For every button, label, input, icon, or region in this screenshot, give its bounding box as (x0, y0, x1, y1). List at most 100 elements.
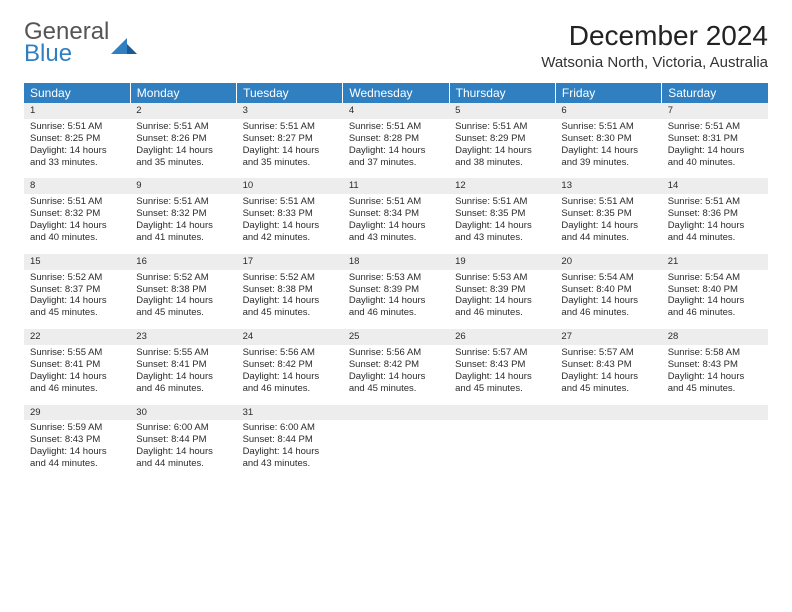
day-number-cell: 18 (343, 254, 449, 270)
day-number-cell: 29 (24, 405, 130, 421)
sunset-line: Sunset: 8:30 PM (561, 133, 655, 145)
day-number-cell: 22 (24, 329, 130, 345)
sunset-line: Sunset: 8:41 PM (30, 359, 124, 371)
daylight-line: Daylight: 14 hours and 43 minutes. (243, 446, 337, 470)
sunrise-line: Sunrise: 5:52 AM (30, 272, 124, 284)
day-number-cell: 10 (237, 178, 343, 194)
sunrise-line: Sunrise: 5:51 AM (349, 196, 443, 208)
day-content-cell: Sunrise: 5:56 AMSunset: 8:42 PMDaylight:… (343, 345, 449, 405)
calendar-body: 1234567Sunrise: 5:51 AMSunset: 8:25 PMDa… (24, 103, 768, 480)
sunrise-line: Sunrise: 5:56 AM (243, 347, 337, 359)
day-content-cell: Sunrise: 5:51 AMSunset: 8:35 PMDaylight:… (449, 194, 555, 254)
sunrise-line: Sunrise: 5:53 AM (455, 272, 549, 284)
sunrise-line: Sunrise: 5:55 AM (30, 347, 124, 359)
location-subtitle: Watsonia North, Victoria, Australia (541, 54, 768, 71)
sunrise-line: Sunrise: 5:52 AM (136, 272, 230, 284)
sunset-line: Sunset: 8:28 PM (349, 133, 443, 145)
day-content-cell (343, 420, 449, 480)
daylight-line: Daylight: 14 hours and 40 minutes. (30, 220, 124, 244)
sunset-line: Sunset: 8:34 PM (349, 208, 443, 220)
sunrise-line: Sunrise: 5:51 AM (668, 121, 762, 133)
daynum-row: 293031 (24, 405, 768, 421)
day-number-cell: 17 (237, 254, 343, 270)
day-number-cell: 20 (555, 254, 661, 270)
day-content-cell: Sunrise: 5:52 AMSunset: 8:37 PMDaylight:… (24, 270, 130, 330)
sunset-line: Sunset: 8:43 PM (561, 359, 655, 371)
day-content-cell: Sunrise: 6:00 AMSunset: 8:44 PMDaylight:… (237, 420, 343, 480)
weekday-header: Friday (555, 83, 661, 103)
sunrise-line: Sunrise: 5:53 AM (349, 272, 443, 284)
day-content-cell: Sunrise: 5:51 AMSunset: 8:31 PMDaylight:… (662, 119, 768, 179)
sunset-line: Sunset: 8:27 PM (243, 133, 337, 145)
sunrise-line: Sunrise: 5:54 AM (668, 272, 762, 284)
daylight-line: Daylight: 14 hours and 46 minutes. (561, 295, 655, 319)
day-content-cell: Sunrise: 5:51 AMSunset: 8:26 PMDaylight:… (130, 119, 236, 179)
sunrise-line: Sunrise: 5:51 AM (136, 121, 230, 133)
sunrise-line: Sunrise: 5:56 AM (349, 347, 443, 359)
day-content-cell (449, 420, 555, 480)
sunrise-line: Sunrise: 5:51 AM (30, 121, 124, 133)
sunset-line: Sunset: 8:43 PM (30, 434, 124, 446)
sunrise-line: Sunrise: 5:59 AM (30, 422, 124, 434)
day-number-cell: 7 (662, 103, 768, 119)
brand-triangle-icon (111, 32, 137, 54)
brand-logo: General Blue (24, 20, 137, 66)
weekday-header: Thursday (449, 83, 555, 103)
sunset-line: Sunset: 8:33 PM (243, 208, 337, 220)
sunrise-line: Sunrise: 5:51 AM (455, 196, 549, 208)
day-number-cell: 2 (130, 103, 236, 119)
daylight-line: Daylight: 14 hours and 45 minutes. (136, 295, 230, 319)
sunset-line: Sunset: 8:39 PM (455, 284, 549, 296)
weekday-row: SundayMondayTuesdayWednesdayThursdayFrid… (24, 83, 768, 103)
day-content-cell: Sunrise: 5:51 AMSunset: 8:34 PMDaylight:… (343, 194, 449, 254)
sunrise-line: Sunrise: 5:52 AM (243, 272, 337, 284)
daylight-line: Daylight: 14 hours and 37 minutes. (349, 145, 443, 169)
sunset-line: Sunset: 8:40 PM (561, 284, 655, 296)
daylight-line: Daylight: 14 hours and 45 minutes. (561, 371, 655, 395)
weekday-header: Wednesday (343, 83, 449, 103)
day-content-cell: Sunrise: 5:51 AMSunset: 8:25 PMDaylight:… (24, 119, 130, 179)
sunset-line: Sunset: 8:40 PM (668, 284, 762, 296)
day-number-cell: 21 (662, 254, 768, 270)
sunrise-line: Sunrise: 5:51 AM (561, 196, 655, 208)
day-number-cell: 3 (237, 103, 343, 119)
day-number-cell: 4 (343, 103, 449, 119)
daynum-row: 15161718192021 (24, 254, 768, 270)
day-number-cell: 8 (24, 178, 130, 194)
sunset-line: Sunset: 8:38 PM (243, 284, 337, 296)
title-block: December 2024 Watsonia North, Victoria, … (541, 20, 768, 71)
daylight-line: Daylight: 14 hours and 35 minutes. (243, 145, 337, 169)
daylight-line: Daylight: 14 hours and 46 minutes. (30, 371, 124, 395)
daylight-line: Daylight: 14 hours and 46 minutes. (243, 371, 337, 395)
sunset-line: Sunset: 8:35 PM (561, 208, 655, 220)
content-row: Sunrise: 5:51 AMSunset: 8:25 PMDaylight:… (24, 119, 768, 179)
day-number-cell: 11 (343, 178, 449, 194)
day-number-cell: 14 (662, 178, 768, 194)
sunrise-line: Sunrise: 5:51 AM (136, 196, 230, 208)
sunset-line: Sunset: 8:31 PM (668, 133, 762, 145)
sunrise-line: Sunrise: 5:58 AM (668, 347, 762, 359)
day-number-cell: 5 (449, 103, 555, 119)
daylight-line: Daylight: 14 hours and 35 minutes. (136, 145, 230, 169)
sunset-line: Sunset: 8:36 PM (668, 208, 762, 220)
day-number-cell (449, 405, 555, 421)
content-row: Sunrise: 5:51 AMSunset: 8:32 PMDaylight:… (24, 194, 768, 254)
daylight-line: Daylight: 14 hours and 39 minutes. (561, 145, 655, 169)
sunset-line: Sunset: 8:25 PM (30, 133, 124, 145)
day-content-cell: Sunrise: 5:51 AMSunset: 8:32 PMDaylight:… (130, 194, 236, 254)
sunset-line: Sunset: 8:43 PM (668, 359, 762, 371)
daynum-row: 22232425262728 (24, 329, 768, 345)
day-content-cell: Sunrise: 5:51 AMSunset: 8:35 PMDaylight:… (555, 194, 661, 254)
sunset-line: Sunset: 8:42 PM (243, 359, 337, 371)
day-content-cell: Sunrise: 5:57 AMSunset: 8:43 PMDaylight:… (449, 345, 555, 405)
sunset-line: Sunset: 8:37 PM (30, 284, 124, 296)
sunset-line: Sunset: 8:35 PM (455, 208, 549, 220)
day-content-cell: Sunrise: 5:51 AMSunset: 8:28 PMDaylight:… (343, 119, 449, 179)
sunrise-line: Sunrise: 5:51 AM (561, 121, 655, 133)
day-content-cell: Sunrise: 5:54 AMSunset: 8:40 PMDaylight:… (662, 270, 768, 330)
day-number-cell (343, 405, 449, 421)
daylight-line: Daylight: 14 hours and 45 minutes. (349, 371, 443, 395)
day-content-cell: Sunrise: 5:54 AMSunset: 8:40 PMDaylight:… (555, 270, 661, 330)
sunset-line: Sunset: 8:39 PM (349, 284, 443, 296)
brand-text: General Blue (24, 20, 109, 66)
